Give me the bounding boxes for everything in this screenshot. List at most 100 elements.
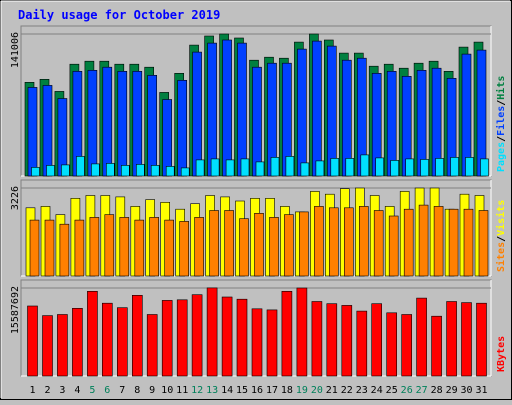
bar-sites-day-17	[269, 217, 279, 277]
x-tick-day-27: 27	[416, 385, 428, 396]
bar-kbytes-day-11	[176, 299, 188, 377]
bar-pages-day-29	[450, 157, 459, 177]
x-tick-day-14: 14	[221, 385, 233, 396]
bar-sites-day-28	[433, 206, 444, 277]
bar-kbytes-day-28	[431, 315, 442, 377]
bar-sites-day-14	[224, 210, 234, 277]
bar-kbytes-day-22	[341, 305, 353, 377]
bar-files-day-20	[312, 40, 322, 177]
bar-kbytes-day-3	[57, 314, 68, 377]
bar-files-day-2	[42, 85, 53, 177]
bar-files-day-16	[252, 66, 262, 177]
bar-kbytes-day-8	[132, 294, 143, 377]
bar-sites-day-9	[149, 217, 159, 277]
bar-sites-day-2	[44, 219, 55, 277]
x-tick-day-5: 5	[89, 385, 95, 396]
bar-sites-day-11	[179, 221, 189, 277]
bar-kbytes-day-20	[311, 301, 323, 377]
bar-kbytes-day-24	[371, 303, 383, 377]
bar-files-day-9	[147, 75, 157, 177]
ymax-label: 141006	[10, 32, 21, 68]
bar-pages-day-30	[465, 157, 474, 177]
bar-files-day-15	[237, 42, 247, 177]
x-tick-day-28: 28	[431, 385, 443, 396]
x-tick-day-20: 20	[311, 385, 323, 396]
bar-sites-day-30	[463, 208, 474, 277]
bar-kbytes-day-25	[386, 312, 398, 377]
x-tick-day-12: 12	[191, 385, 203, 396]
bar-kbytes-day-5	[87, 290, 98, 377]
bar-files-day-14	[222, 39, 232, 177]
bar-kbytes-day-29	[446, 301, 457, 377]
bar-pages-day-25	[390, 160, 400, 177]
bar-files-day-12	[192, 51, 202, 177]
legend-entry-sites: Sites	[495, 242, 507, 272]
bar-sites-day-3	[59, 223, 70, 277]
x-tick-day-8: 8	[134, 385, 140, 396]
bar-files-day-19	[297, 48, 307, 177]
bar-kbytes-day-2	[42, 315, 53, 377]
bar-files-day-8	[132, 71, 143, 177]
x-tick-day-1: 1	[29, 385, 35, 396]
x-tick-day-23: 23	[356, 385, 368, 396]
bar-sites-day-13	[209, 210, 219, 277]
x-tick-day-3: 3	[59, 385, 65, 396]
legend-entry-separator: /	[496, 136, 507, 142]
bar-pages-day-13	[210, 158, 220, 177]
bar-pages-day-6	[106, 163, 115, 177]
bar-pages-day-28	[435, 158, 444, 177]
bar-sites-day-25	[388, 215, 399, 277]
bar-pages-day-17	[270, 157, 280, 177]
bar-files-day-10	[162, 99, 172, 177]
bar-pages-day-27	[420, 159, 429, 177]
x-tick-day-31: 31	[475, 385, 487, 396]
bar-sites-day-7	[119, 217, 130, 277]
legend-hits_files_pages: Pages/Files/Hits	[495, 76, 507, 172]
bar-kbytes-day-1	[27, 305, 38, 377]
bar-pages-day-26	[405, 158, 415, 177]
bar-pages-day-11	[180, 167, 190, 177]
bar-kbytes-day-4	[72, 307, 83, 377]
bar-kbytes-day-16	[251, 308, 263, 377]
bar-sites-day-23	[358, 206, 369, 277]
bar-kbytes-day-6	[102, 302, 113, 377]
x-tick-day-9: 9	[149, 385, 155, 396]
bar-pages-day-12	[195, 159, 205, 177]
bar-sites-day-6	[104, 214, 115, 277]
x-tick-day-29: 29	[446, 385, 458, 396]
bar-sites-day-31	[478, 210, 489, 277]
bar-pages-day-7	[121, 165, 130, 177]
bar-pages-day-4	[76, 156, 85, 177]
x-tick-day-7: 7	[119, 385, 125, 396]
bar-pages-day-5	[91, 163, 100, 177]
bar-sites-day-29	[448, 208, 459, 277]
bar-pages-day-31	[480, 158, 489, 177]
bar-kbytes-day-23	[356, 310, 368, 377]
bar-kbytes-day-13	[206, 287, 218, 377]
bar-kbytes-day-31	[476, 302, 487, 377]
bar-sites-day-22	[343, 207, 354, 277]
bar-sites-day-4	[74, 219, 85, 277]
bar-sites-day-8	[134, 219, 145, 277]
x-tick-day-19: 19	[296, 385, 308, 396]
bar-kbytes-day-30	[461, 302, 472, 377]
bar-files-day-11	[177, 80, 187, 177]
legend-visits_sites: Sites/Visits	[495, 200, 507, 272]
bar-sites-day-24	[373, 210, 384, 277]
bar-pages-day-14	[225, 159, 235, 177]
bar-sites-day-10	[164, 219, 174, 277]
bar-sites-day-26	[403, 208, 414, 277]
x-tick-day-13: 13	[206, 385, 218, 396]
bar-pages-day-3	[61, 164, 70, 177]
bar-kbytes-day-14	[221, 296, 233, 377]
bar-sites-day-16	[254, 213, 264, 277]
bar-files-day-5	[87, 70, 98, 177]
bar-pages-day-24	[375, 157, 385, 177]
chart-panels: 141006Pages/Files/Hits3226Sites/Visits15…	[10, 25, 507, 377]
bar-pages-day-10	[165, 166, 175, 177]
x-tick-day-15: 15	[236, 385, 248, 396]
bar-sites-day-1	[29, 219, 40, 277]
legend-entry-kbytes: KBytes	[496, 336, 507, 372]
x-tick-day-2: 2	[44, 385, 50, 396]
